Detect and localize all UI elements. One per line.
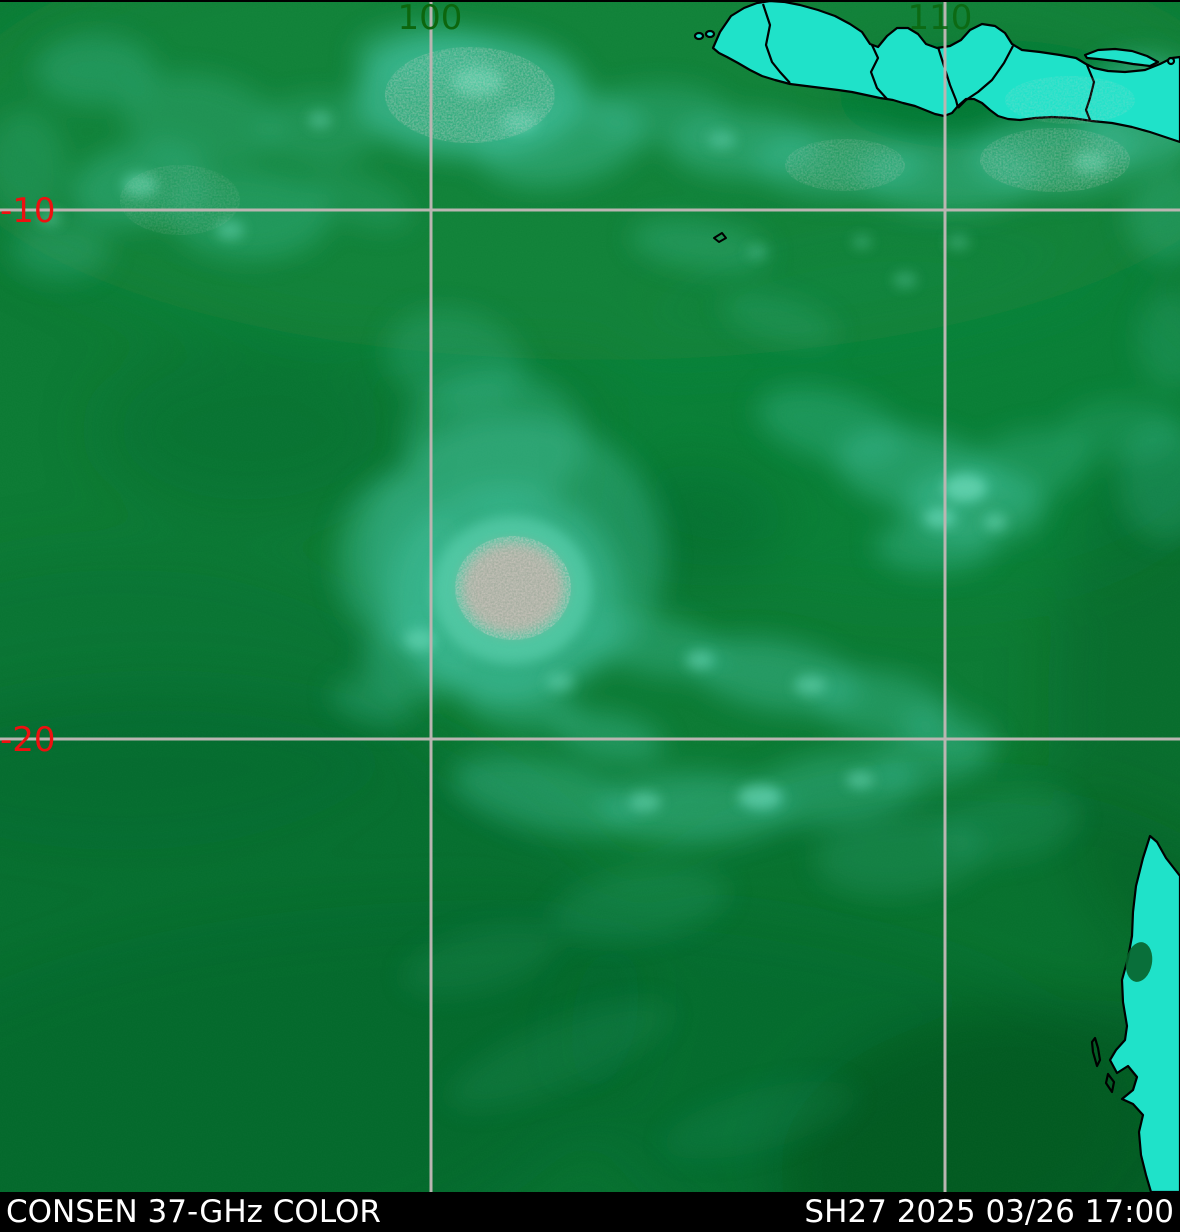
caption-bar: CONSEN 37-GHz COLOR SH27 2025 03/26 17:0… <box>0 1192 1180 1232</box>
small-island <box>704 29 716 39</box>
small-island-outline <box>713 232 727 243</box>
meridian-label-100: 100 <box>398 0 463 38</box>
product-name: CONSEN 37-GHz COLOR <box>6 1194 381 1230</box>
parallel-label-10s: -10 <box>0 191 56 231</box>
australia-coastline <box>1108 834 1180 1192</box>
top-edge-strip <box>0 0 1180 2</box>
latlon-grid <box>0 0 1180 1192</box>
madura-island <box>1083 47 1160 68</box>
offshore-island <box>1104 1072 1116 1094</box>
offshore-island <box>1090 1036 1102 1068</box>
satellite-map-image: 100 110 -10 -20 <box>0 0 1180 1192</box>
meridian-label-110: 110 <box>908 0 973 38</box>
small-island <box>693 31 705 41</box>
image-grain-overlay <box>0 0 1180 1192</box>
precip-speckle-over-land <box>1005 76 1135 124</box>
parallel-label-20s: -20 <box>0 720 56 760</box>
small-island <box>1166 56 1176 66</box>
inland-water <box>1125 942 1153 982</box>
storm-id-datetime: SH27 2025 03/26 17:00 <box>804 1194 1174 1230</box>
